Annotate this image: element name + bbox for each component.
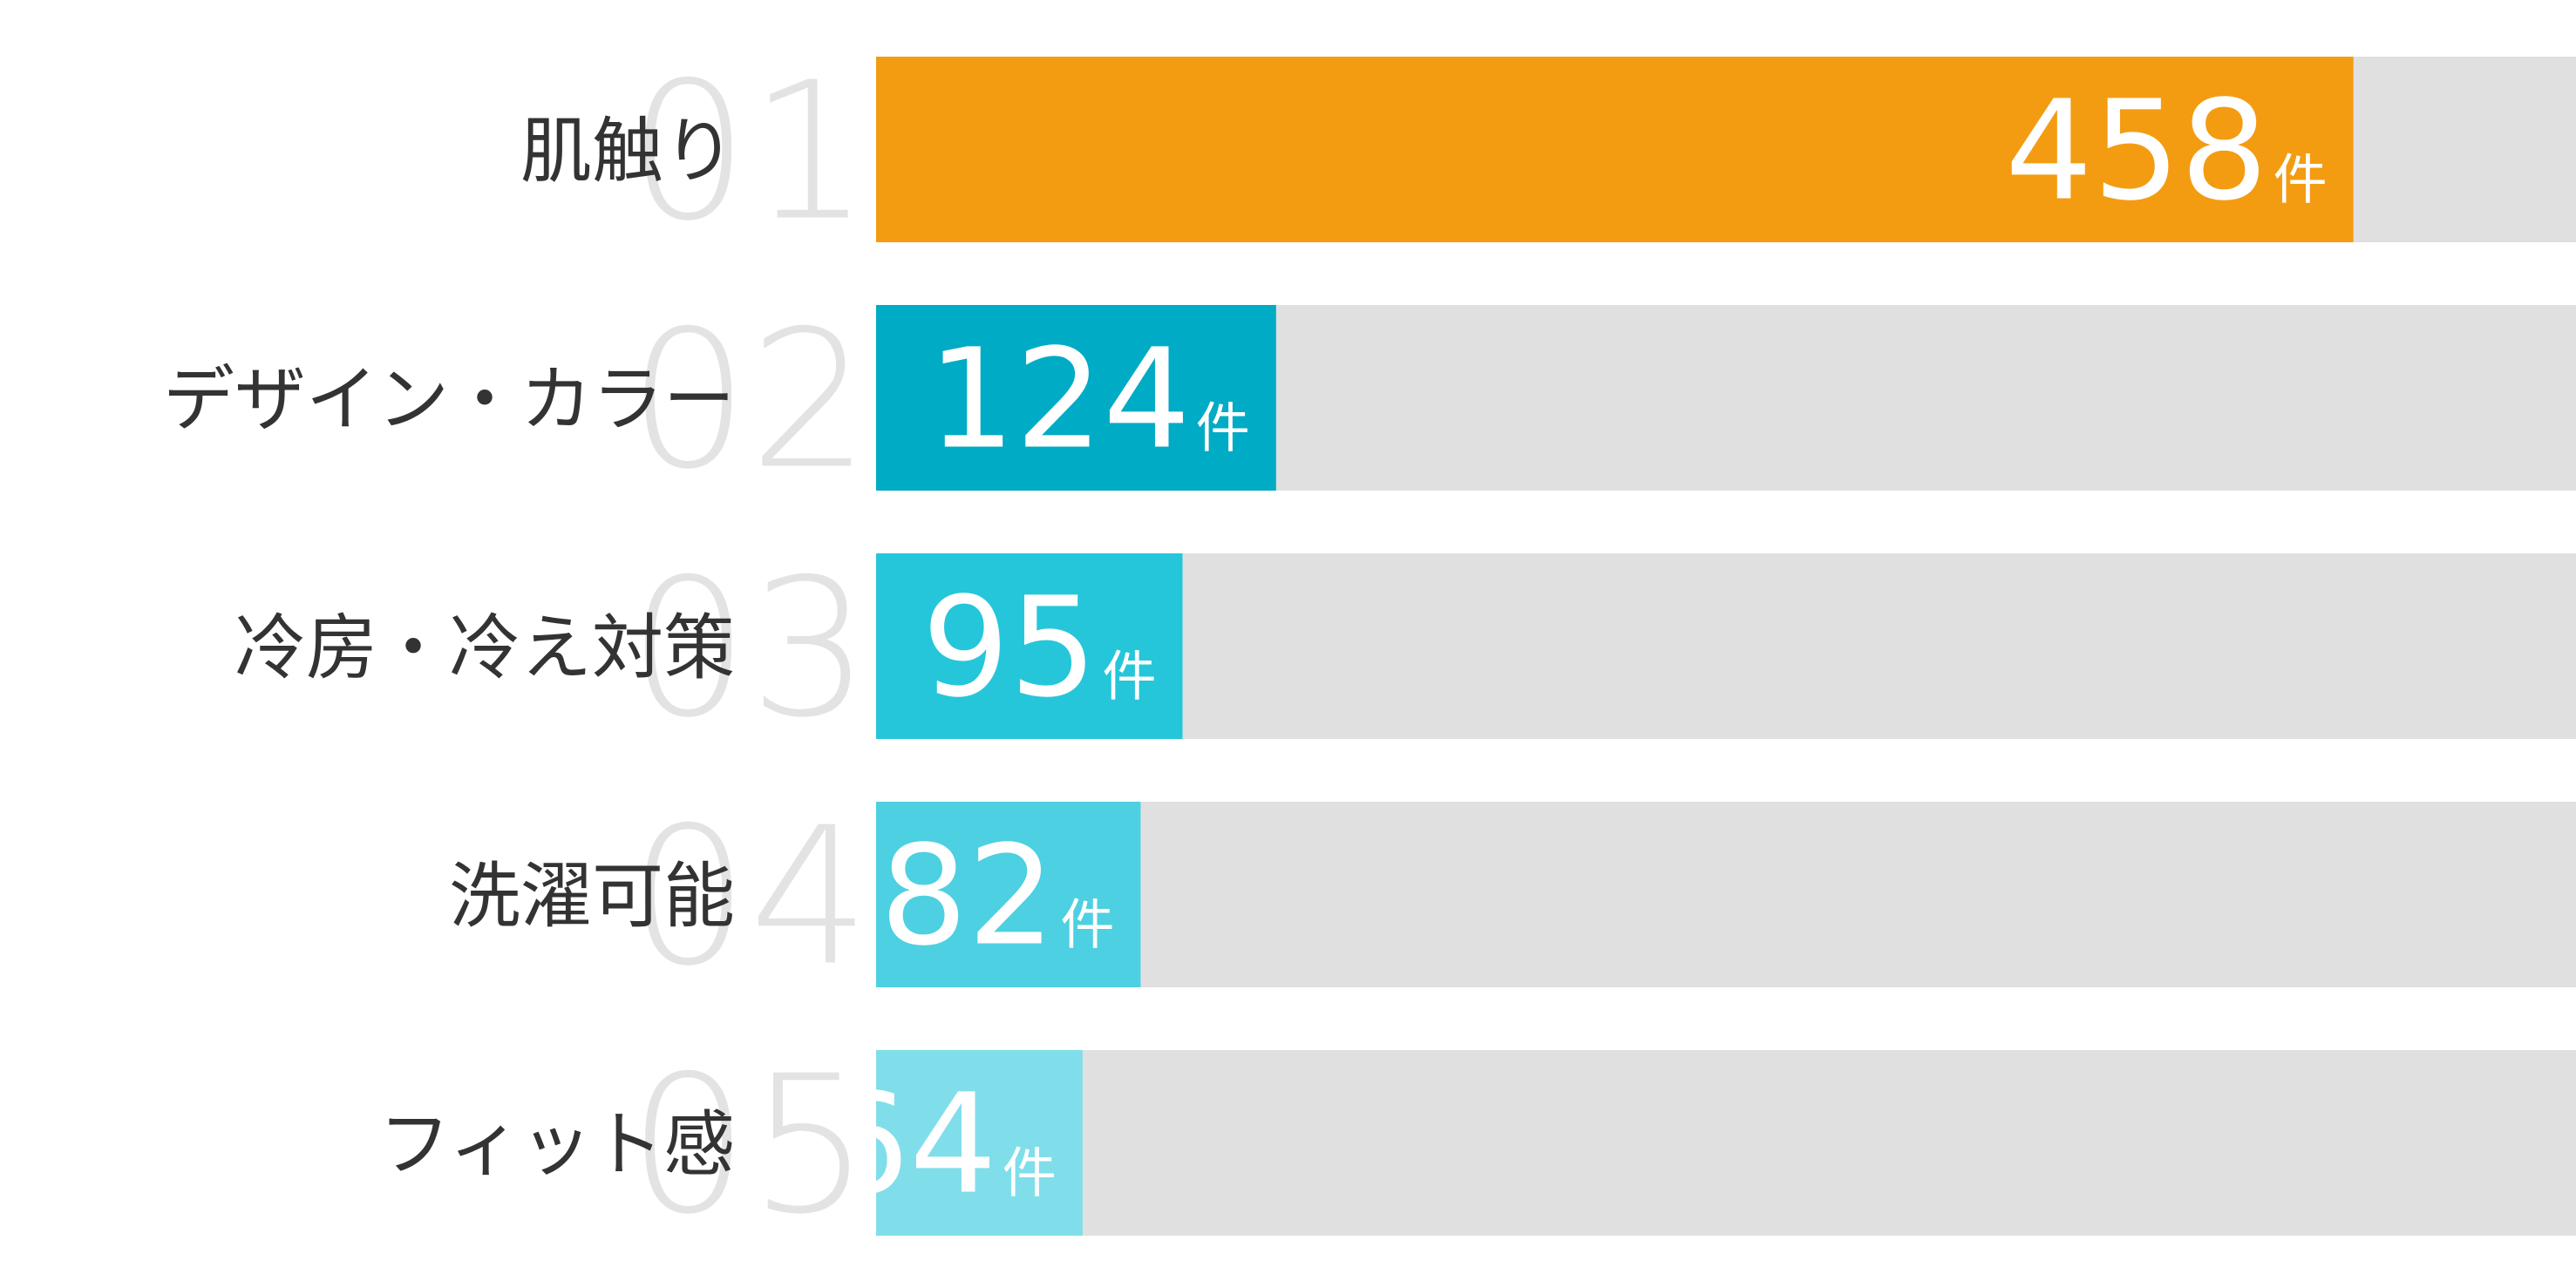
rank-number: 02 [629, 291, 870, 512]
value-label: 82件 [880, 817, 1114, 977]
value-unit: 件 [1060, 893, 1114, 957]
rank-number: 05 [629, 1036, 870, 1257]
value-number: 64 [822, 1065, 997, 1225]
rank-number: 04 [629, 788, 870, 1008]
value-unit: 件 [1003, 1142, 1057, 1205]
value-unit: 件 [1103, 645, 1157, 708]
value-label: 95件 [921, 568, 1156, 729]
category-label: 洗濯可能 [449, 856, 735, 939]
track [876, 802, 2576, 987]
value-label: 64件 [822, 1065, 1057, 1225]
value-label: 124件 [928, 320, 1250, 480]
bar [876, 1050, 1083, 1236]
value-number: 82 [880, 817, 1055, 977]
category-label: 肌触り [520, 111, 735, 193]
category-label: 冷房・冷え対策 [234, 607, 735, 690]
track [876, 1050, 2576, 1236]
bar [876, 57, 2354, 242]
bar [876, 553, 1183, 739]
value-label: 458件 [2005, 71, 2328, 232]
rank-number: 01 [629, 43, 870, 263]
category-label: フィット感 [379, 1104, 735, 1187]
value-number: 124 [928, 320, 1191, 480]
value-number: 95 [921, 568, 1097, 729]
category-label: デザイン・カラー [163, 359, 735, 442]
value-unit: 件 [1196, 396, 1250, 460]
bar [876, 305, 1276, 491]
value-number: 458 [2005, 71, 2268, 232]
rank-number: 03 [629, 539, 870, 760]
bar [876, 802, 1141, 987]
value-unit: 件 [2274, 148, 2328, 212]
